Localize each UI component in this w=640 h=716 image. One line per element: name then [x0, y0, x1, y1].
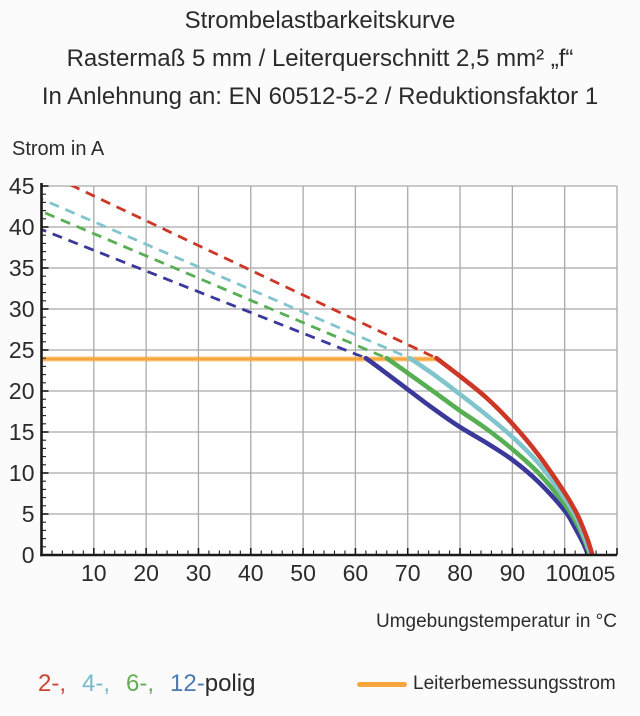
- curve-12-polig-solid: [363, 355, 591, 555]
- title-line-1: Strombelastbarkeitskurve: [184, 7, 456, 34]
- x-tick-label: 20: [133, 560, 159, 586]
- legend-poles-suffix: polig: [204, 670, 256, 697]
- y-tick-label: 25: [9, 337, 35, 363]
- title-block: Strombelastbarkeitskurve Rastermaß 5 mm …: [0, 2, 640, 116]
- y-tick-label: 20: [9, 378, 35, 404]
- legend-item-4polig: 4-,: [82, 670, 111, 697]
- y-tick-label: 30: [9, 296, 35, 322]
- curve-12-polig-dashed: [41, 228, 367, 360]
- legend-limit-label: Leiterbemessungsstrom: [413, 673, 616, 694]
- title-line-3: In Anlehnung an: EN 60512-5-2 / Reduktio…: [41, 83, 599, 110]
- y-tick-label: 40: [9, 214, 35, 240]
- x-tick-label: 100: [545, 560, 583, 586]
- legend-poles: 2-, 4-, 6-, 12-polig: [38, 670, 255, 698]
- x-tick-label: 105: [580, 563, 615, 586]
- curve-2-polig-solid: [434, 355, 595, 555]
- y-tick-label: 10: [9, 460, 35, 486]
- y-axis-title: Strom in A: [12, 138, 105, 160]
- y-tick-label: 45: [9, 173, 35, 199]
- legend-item-6polig: 6-,: [126, 670, 155, 697]
- orange-line-swatch: [357, 682, 407, 687]
- x-tick-label: 80: [447, 560, 473, 586]
- x-tick-label: 60: [343, 560, 369, 586]
- legend-item-12polig: 12-: [170, 670, 205, 697]
- curve-4-polig-dashed: [41, 197, 411, 360]
- x-tick-label: 10: [81, 560, 107, 586]
- y-tick-label: 0: [22, 542, 35, 568]
- y-tick-label: 15: [9, 419, 35, 445]
- curve-2-polig-dashed: [69, 186, 438, 360]
- x-tick-label: 40: [238, 560, 264, 586]
- x-tick-label: 70: [395, 560, 421, 586]
- x-tick-label: 50: [290, 560, 316, 586]
- x-tick-label: 90: [500, 560, 526, 586]
- y-tick-label: 35: [9, 255, 35, 281]
- curve-6-polig-dashed: [41, 210, 388, 360]
- title-line-2: Rastermaß 5 mm / Leiterquerschnitt 2,5 m…: [66, 45, 574, 72]
- x-tick-label: 30: [186, 560, 212, 586]
- x-axis-label: Umgebungstemperatur in °C: [376, 611, 617, 632]
- legend-item-2polig: 2-,: [38, 670, 67, 697]
- y-tick-label: 5: [22, 501, 35, 527]
- plot-area: [41, 186, 617, 555]
